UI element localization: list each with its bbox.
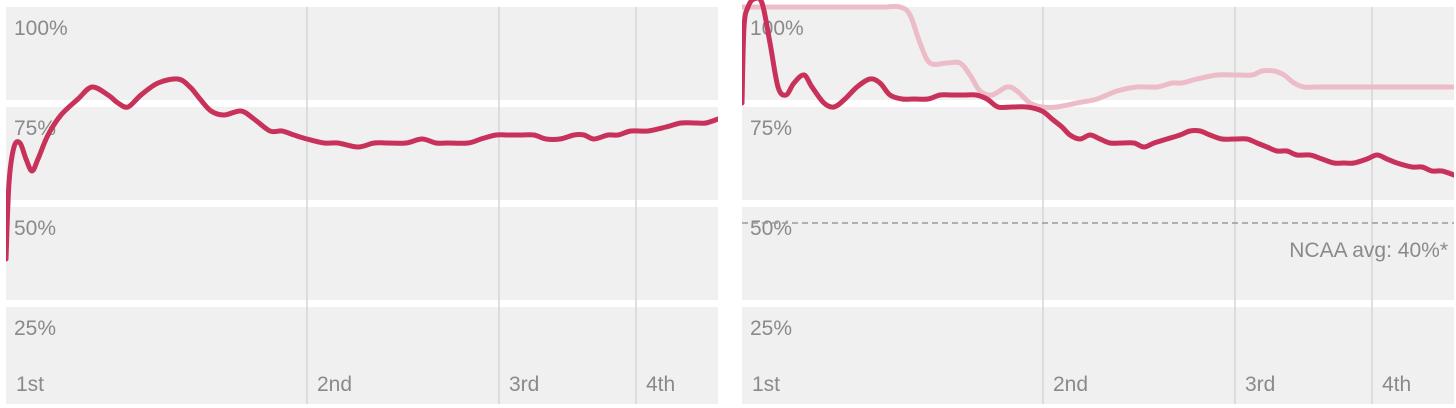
chart-panel-right: 100% 75% 50% 25% 1st 2nd 3rd 4th NCAA avg: 40%* (740, 0, 1456, 408)
x-tick-label: 3rd (509, 373, 539, 396)
x-tick-label: 1st (16, 373, 44, 396)
x-tick-label: 4th (646, 373, 675, 396)
plot-band-3 (742, 307, 1454, 404)
y-tick-label: 100% (14, 17, 68, 40)
y-tick-label: 25% (750, 317, 792, 340)
y-tick-label: 50% (14, 217, 56, 240)
x-tick-label: 2nd (1053, 373, 1088, 396)
chart-left: 100% 75% 50% 25% 1st 2nd 3rd 4th (6, 7, 718, 404)
series-line-primary (742, 0, 1454, 178)
plot-band-1 (742, 107, 1454, 200)
series-line-primary (6, 76, 718, 262)
chart-right: 100% 75% 50% 25% 1st 2nd 3rd 4th NCAA avg: 40%* (742, 0, 1454, 404)
plot-band-2 (6, 207, 718, 300)
y-tick-label: 75% (14, 117, 56, 140)
chart-panel-left: 100% 75% 50% 25% 1st 2nd 3rd 4th (0, 0, 720, 408)
x-tick-label: 3rd (1245, 373, 1275, 396)
y-tick-label: 100% (750, 17, 804, 40)
reference-line-label: NCAA avg: 40%* (1289, 239, 1448, 262)
plot-band-0 (6, 7, 718, 100)
series-line-secondary (742, 3, 1454, 111)
x-tick-label: 2nd (317, 373, 352, 396)
y-tick-label: 50% (750, 217, 792, 240)
plot-band-3 (6, 307, 718, 404)
y-tick-label: 75% (750, 117, 792, 140)
y-tick-label: 25% (14, 317, 56, 340)
x-tick-label: 4th (1382, 373, 1411, 396)
x-tick-label: 1st (752, 373, 780, 396)
plot-band-1 (6, 107, 718, 200)
